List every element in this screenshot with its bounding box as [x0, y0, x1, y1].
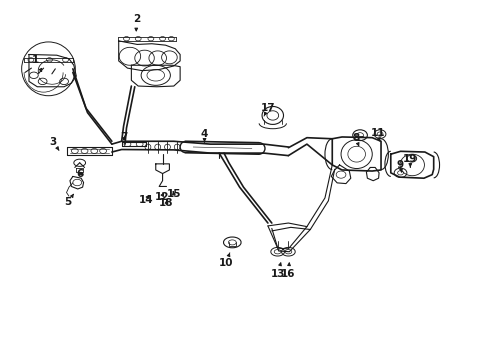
Text: 19: 19 [402, 154, 417, 167]
Text: 12: 12 [154, 192, 168, 202]
Text: 8: 8 [351, 133, 359, 146]
Text: 9: 9 [396, 159, 403, 172]
Text: 1: 1 [32, 55, 41, 71]
Text: 13: 13 [270, 263, 285, 279]
Text: 11: 11 [369, 129, 384, 141]
Text: 6: 6 [77, 168, 83, 179]
Text: 10: 10 [218, 253, 233, 268]
Text: 2: 2 [132, 14, 140, 31]
Text: 17: 17 [260, 103, 275, 116]
Text: 15: 15 [166, 189, 181, 199]
Text: 3: 3 [50, 138, 59, 150]
Text: 14: 14 [139, 195, 153, 205]
Text: 18: 18 [159, 198, 173, 208]
Text: 16: 16 [281, 263, 295, 279]
Text: 4: 4 [201, 129, 208, 142]
Text: 5: 5 [64, 194, 73, 207]
Text: 7: 7 [120, 132, 127, 142]
